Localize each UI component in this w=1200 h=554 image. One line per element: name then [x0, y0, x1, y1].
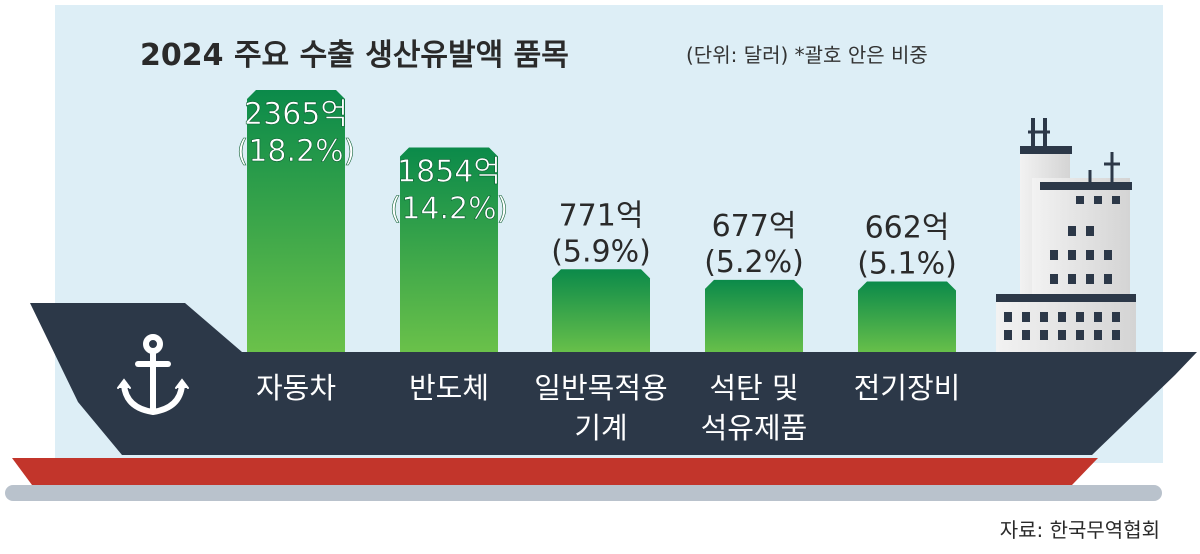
bar-5 — [858, 281, 956, 356]
value-label-2: 1854억 — [397, 154, 501, 189]
base-strip — [5, 485, 1162, 501]
bar-3 — [552, 269, 650, 356]
category-label-3-line-2: 기계 — [574, 411, 627, 445]
category-label-4-line-2: 석유제품 — [701, 411, 808, 445]
source-note: 자료: 한국무역협회 — [1000, 518, 1160, 542]
value-label-1: 2365억 — [244, 97, 348, 132]
bar-4 — [705, 279, 803, 356]
bar-2 — [400, 147, 498, 356]
anchor-icon — [117, 334, 189, 416]
category-label-1: 자동차 — [256, 371, 336, 405]
share-label-4: (5.2%) — [704, 245, 804, 280]
share-label-2: (14.2%) — [390, 191, 509, 226]
category-label-3-line-1: 일반목적용 — [534, 371, 667, 405]
category-label-2: 반도체 — [409, 371, 489, 405]
value-label-4: 677억 — [712, 209, 797, 244]
bars-group: 2365억(18.2%)1854억(14.2%) 771억(5.9%)677억(5… — [236, 90, 957, 356]
value-label-3: 771억 — [559, 198, 644, 233]
share-label-1: (18.2%) — [237, 134, 356, 169]
ship-superstructure — [996, 118, 1136, 354]
category-label-5: 전기장비 — [854, 371, 961, 405]
chart-subtitle: (단위: 달러) *괄호 안은 비중 — [686, 43, 928, 67]
value-label-5: 662억 — [865, 211, 950, 246]
ship-hull-bottom — [12, 458, 1098, 485]
share-label-5: (5.1%) — [857, 247, 957, 282]
category-label-4-line-1: 석탄 및 — [709, 371, 798, 405]
share-label-3: (5.9%) — [551, 234, 651, 269]
bar-1 — [247, 90, 345, 356]
chart-title: 2024 주요 수출 생산유발액 품목 — [140, 38, 569, 73]
ship-hull — [30, 303, 1197, 455]
